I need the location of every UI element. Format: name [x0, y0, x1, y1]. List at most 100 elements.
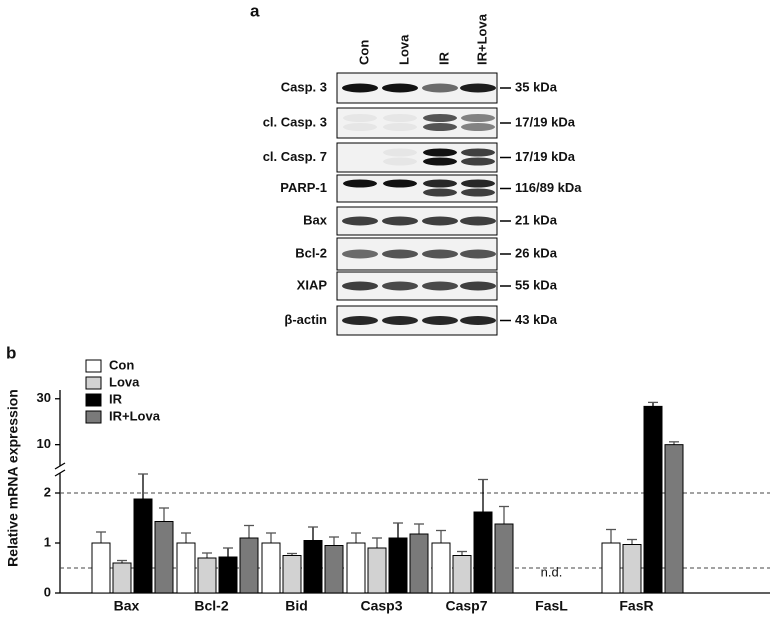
bar [409, 533, 429, 594]
legend-label: IR+Lova [109, 408, 161, 423]
band [382, 83, 418, 93]
bar [367, 547, 387, 594]
blot-strip [336, 174, 498, 203]
blot-strip [336, 107, 498, 139]
band [422, 83, 458, 93]
band [423, 123, 457, 131]
size-label: 17/19 kDa [515, 149, 576, 164]
band [461, 123, 495, 131]
band [422, 216, 458, 226]
y-tick-label: 10 [37, 436, 51, 451]
panel-label: a [250, 1, 260, 20]
lane-label: IR [436, 51, 451, 65]
y-tick-label: 1 [44, 534, 51, 549]
bar [431, 542, 451, 594]
lane-label: IR+Lova [474, 13, 489, 65]
size-label: 26 kDa [515, 245, 558, 260]
band [342, 83, 378, 93]
band [423, 179, 457, 188]
band [461, 148, 495, 157]
bar [112, 562, 132, 594]
size-label: 21 kDa [515, 212, 558, 227]
bar [197, 557, 217, 594]
y-tick-label: 2 [44, 484, 51, 499]
row-label: PARP-1 [280, 180, 327, 195]
band [460, 281, 496, 291]
band [382, 281, 418, 291]
bar [239, 537, 259, 594]
bar [622, 544, 642, 594]
row-label: β-actin [284, 312, 327, 327]
bar [154, 521, 174, 594]
blot-strip [336, 142, 498, 173]
bar [218, 556, 238, 594]
row-label: Bax [303, 212, 328, 227]
row-label: XIAP [297, 277, 328, 292]
band [382, 249, 418, 259]
panel-label: b [6, 343, 16, 362]
y-tick-label: 30 [37, 390, 51, 405]
bar [176, 542, 196, 594]
bar [388, 537, 408, 594]
x-tick-label: Casp7 [445, 598, 487, 614]
bar [664, 444, 684, 594]
x-tick-label: Casp3 [360, 598, 402, 614]
row-label: cl. Casp. 7 [263, 149, 327, 164]
bar [303, 540, 323, 594]
bar [324, 545, 344, 594]
lane-label: Con [356, 40, 371, 65]
row-label: Casp. 3 [281, 79, 327, 94]
band [461, 114, 495, 122]
bar [261, 542, 281, 594]
legend-label: Con [109, 357, 134, 372]
band [342, 249, 378, 259]
x-tick-label: FasR [619, 598, 653, 614]
x-tick-label: Bid [285, 598, 308, 614]
band [461, 188, 495, 197]
band [343, 179, 377, 188]
band [342, 216, 378, 226]
band [423, 188, 457, 197]
band [383, 114, 417, 122]
bar [91, 542, 111, 594]
bar [133, 498, 153, 594]
band [342, 316, 378, 325]
band [423, 148, 457, 157]
x-tick-label: Bax [114, 598, 140, 614]
band [422, 281, 458, 291]
y-tick-label: 0 [44, 584, 51, 599]
band [461, 179, 495, 188]
legend-swatch [85, 393, 102, 407]
annotation: n.d. [541, 564, 563, 579]
band [382, 216, 418, 226]
x-tick-label: Bcl-2 [194, 598, 228, 614]
band [343, 114, 377, 122]
bar [601, 542, 621, 594]
band [460, 83, 496, 93]
size-label: 43 kDa [515, 312, 558, 327]
band [422, 316, 458, 325]
legend-swatch [85, 359, 102, 373]
band [461, 157, 495, 166]
bar [452, 555, 472, 594]
lane-label: Lova [396, 34, 411, 65]
bar [346, 542, 366, 594]
bar [473, 511, 493, 594]
axis-break [54, 462, 66, 477]
row-label: cl. Casp. 3 [263, 114, 327, 129]
size-label: 55 kDa [515, 277, 558, 292]
band [423, 157, 457, 166]
band [342, 281, 378, 291]
band [343, 123, 377, 131]
bar [643, 405, 663, 594]
band [460, 249, 496, 259]
band [383, 123, 417, 131]
legend-label: Lova [109, 374, 140, 389]
size-label: 116/89 kDa [515, 180, 582, 195]
band [383, 179, 417, 188]
band [460, 316, 496, 325]
y-axis-label: Relative mRNA expression [5, 389, 21, 567]
size-label: 17/19 kDa [515, 114, 576, 129]
legend-label: IR [109, 391, 123, 406]
